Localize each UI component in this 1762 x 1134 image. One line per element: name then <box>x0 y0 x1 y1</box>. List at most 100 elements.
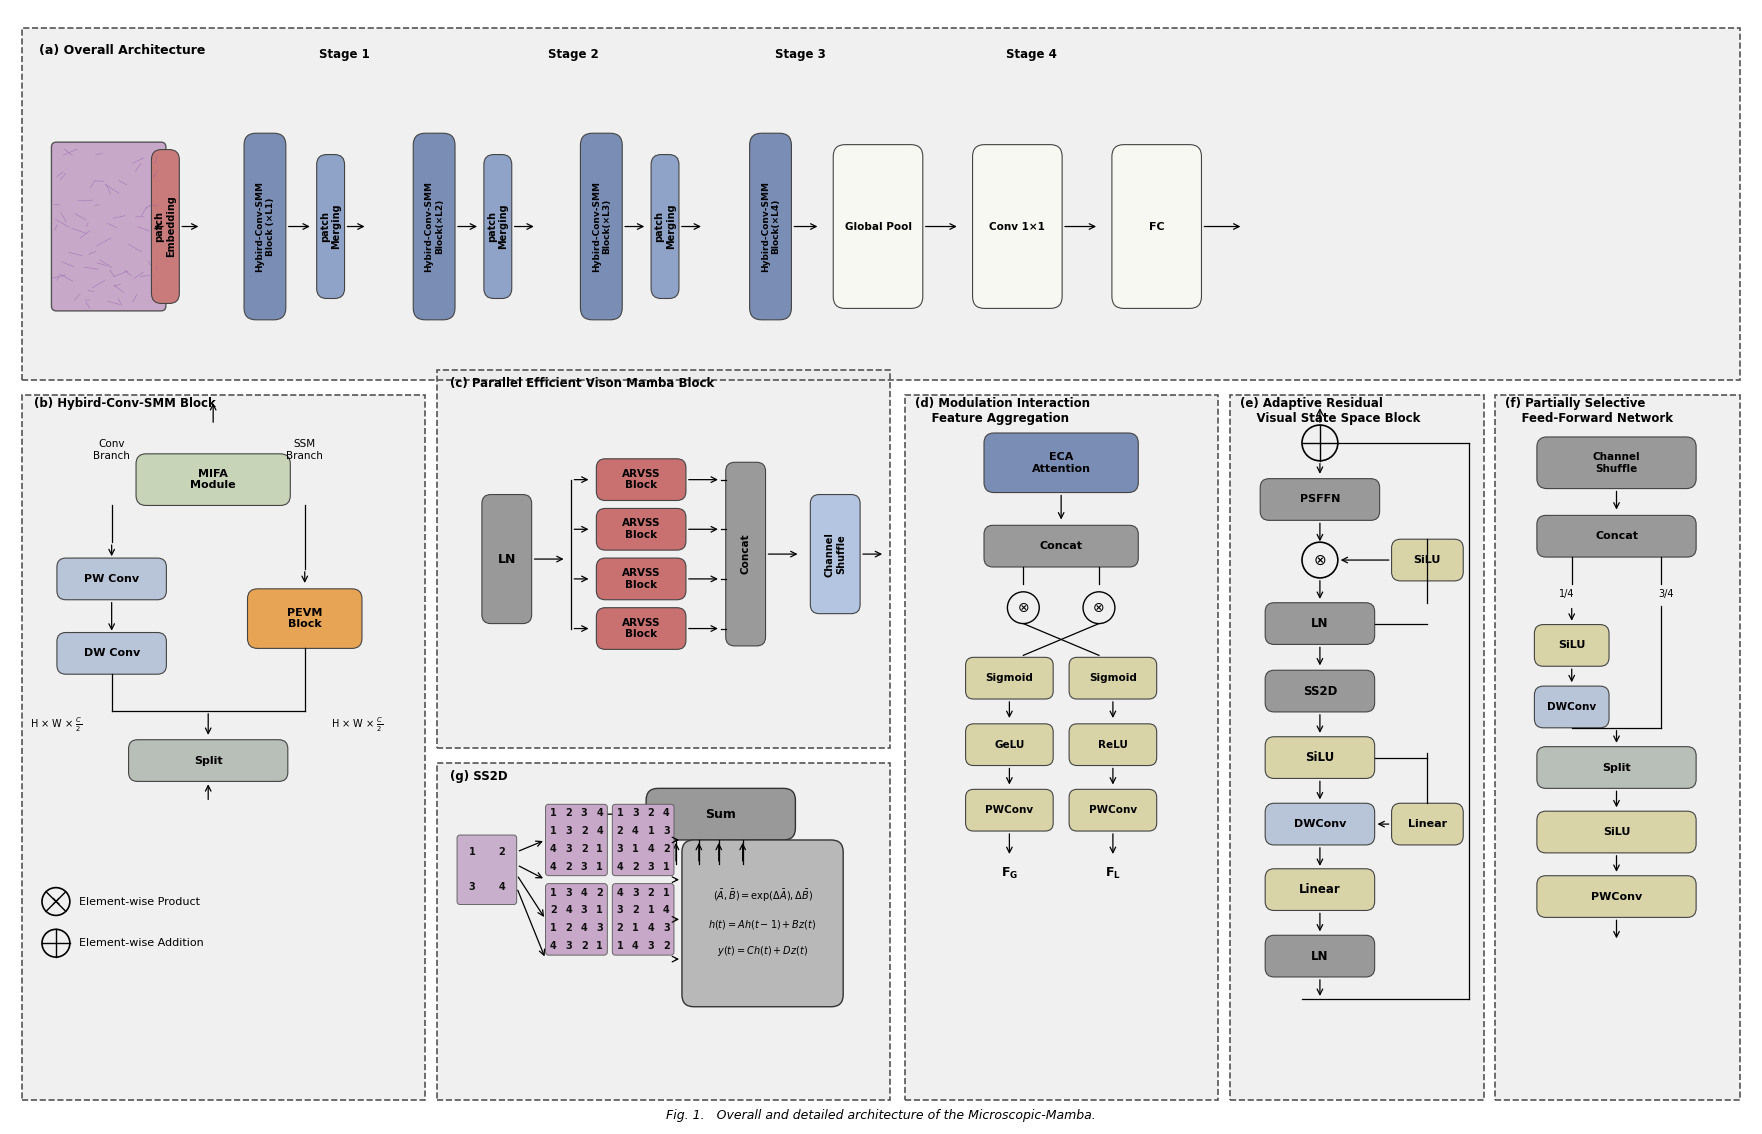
FancyBboxPatch shape <box>1070 789 1156 831</box>
Bar <box>437 371 890 747</box>
Text: patch
Embedding: patch Embedding <box>155 195 176 257</box>
FancyBboxPatch shape <box>1536 875 1697 917</box>
FancyBboxPatch shape <box>481 494 532 624</box>
Text: 3: 3 <box>617 905 624 915</box>
Bar <box>23 28 1739 380</box>
Text: 4: 4 <box>663 809 670 818</box>
Text: PWConv: PWConv <box>1089 805 1136 815</box>
Text: Channel
Shuffle: Channel Shuffle <box>825 532 846 576</box>
Text: (b) Hybird-Conv-SMM Block: (b) Hybird-Conv-SMM Block <box>33 397 215 411</box>
FancyBboxPatch shape <box>485 154 511 298</box>
FancyBboxPatch shape <box>647 788 795 840</box>
Text: PEVM
Block: PEVM Block <box>287 608 322 629</box>
Text: patch
Merging: patch Merging <box>321 204 342 249</box>
FancyBboxPatch shape <box>1265 603 1374 644</box>
FancyBboxPatch shape <box>966 658 1054 699</box>
Text: (g) SS2D: (g) SS2D <box>449 770 507 782</box>
Bar <box>23 28 1739 380</box>
Text: Split: Split <box>1602 762 1632 772</box>
FancyBboxPatch shape <box>596 558 685 600</box>
Text: $\mathbf{F_L}$: $\mathbf{F_L}$ <box>1105 866 1121 881</box>
Text: PWConv: PWConv <box>1591 891 1642 902</box>
Bar <box>437 762 890 1100</box>
FancyBboxPatch shape <box>56 633 166 675</box>
Text: SS2D: SS2D <box>1302 685 1337 697</box>
Text: FC: FC <box>1149 221 1165 231</box>
FancyBboxPatch shape <box>1265 869 1374 911</box>
Bar <box>1230 396 1484 1100</box>
FancyBboxPatch shape <box>129 739 287 781</box>
Text: Linear: Linear <box>1408 819 1447 829</box>
FancyBboxPatch shape <box>966 789 1054 831</box>
Text: 1: 1 <box>647 826 654 836</box>
Text: 2: 2 <box>499 847 506 857</box>
Bar <box>1230 396 1484 1100</box>
Text: Hybird-Conv-SMM
Block (×L1): Hybird-Conv-SMM Block (×L1) <box>255 181 275 272</box>
Text: ARVSS
Block: ARVSS Block <box>622 468 661 490</box>
Text: LN: LN <box>1311 617 1329 631</box>
Bar <box>23 396 425 1100</box>
FancyBboxPatch shape <box>966 723 1054 765</box>
Text: 2: 2 <box>550 905 557 915</box>
Text: 1: 1 <box>663 862 670 872</box>
Text: 3: 3 <box>633 809 640 818</box>
FancyBboxPatch shape <box>56 558 166 600</box>
Text: 4: 4 <box>550 941 557 951</box>
Text: 3: 3 <box>566 941 573 951</box>
Text: 3: 3 <box>469 882 476 892</box>
FancyBboxPatch shape <box>546 883 608 955</box>
Text: 3/4: 3/4 <box>1658 589 1674 599</box>
Text: 3: 3 <box>581 862 587 872</box>
Text: Stage 4: Stage 4 <box>1006 48 1057 61</box>
Text: Fig. 1.   Overall and detailed architecture of the Microscopic-Mamba.: Fig. 1. Overall and detailed architectur… <box>666 1109 1096 1122</box>
Text: 4: 4 <box>617 862 624 872</box>
Text: (c) Parallel Efficient Vison Mamba Block: (c) Parallel Efficient Vison Mamba Block <box>449 378 714 390</box>
Text: Sigmoid: Sigmoid <box>1089 674 1136 683</box>
FancyBboxPatch shape <box>811 494 860 613</box>
Text: PSFFN: PSFFN <box>1300 494 1341 505</box>
Text: GeLU: GeLU <box>994 739 1024 750</box>
Text: DWConv: DWConv <box>1293 819 1346 829</box>
FancyBboxPatch shape <box>596 459 685 500</box>
Text: 3: 3 <box>647 941 654 951</box>
Text: Sum: Sum <box>705 807 737 821</box>
Text: 2: 2 <box>581 826 587 836</box>
Text: patch
Merging: patch Merging <box>654 204 677 249</box>
Bar <box>1496 396 1739 1100</box>
Text: 4: 4 <box>647 923 654 933</box>
Text: 4: 4 <box>550 862 557 872</box>
Text: 2: 2 <box>633 905 640 915</box>
Text: 3: 3 <box>663 826 670 836</box>
Text: Split: Split <box>194 755 222 765</box>
FancyBboxPatch shape <box>456 835 516 905</box>
Text: 2: 2 <box>596 888 603 898</box>
Text: 2: 2 <box>663 844 670 854</box>
Text: ReLU: ReLU <box>1098 739 1128 750</box>
Text: Global Pool: Global Pool <box>844 221 911 231</box>
Text: Stage 1: Stage 1 <box>319 48 370 61</box>
FancyBboxPatch shape <box>414 133 455 320</box>
FancyBboxPatch shape <box>596 608 685 650</box>
Text: 1: 1 <box>550 888 557 898</box>
Text: 2: 2 <box>663 941 670 951</box>
Text: 2: 2 <box>647 809 654 818</box>
Text: DWConv: DWConv <box>1547 702 1596 712</box>
Text: 2: 2 <box>566 862 573 872</box>
Text: 1: 1 <box>596 862 603 872</box>
FancyBboxPatch shape <box>1392 803 1462 845</box>
Text: 1: 1 <box>596 905 603 915</box>
Text: ⊗: ⊗ <box>1092 601 1105 615</box>
FancyBboxPatch shape <box>317 154 345 298</box>
Text: 3: 3 <box>617 844 624 854</box>
Text: SiLU: SiLU <box>1306 751 1334 764</box>
Text: Conv 1×1: Conv 1×1 <box>990 221 1045 231</box>
FancyBboxPatch shape <box>983 525 1138 567</box>
FancyBboxPatch shape <box>726 463 765 646</box>
Text: 2: 2 <box>566 923 573 933</box>
FancyBboxPatch shape <box>983 433 1138 492</box>
Text: 2: 2 <box>566 809 573 818</box>
FancyBboxPatch shape <box>51 142 166 311</box>
Text: 1: 1 <box>596 941 603 951</box>
Text: (e) Adaptive Residual
    Visual State Space Block: (e) Adaptive Residual Visual State Space… <box>1240 397 1420 425</box>
Text: 3: 3 <box>596 923 603 933</box>
